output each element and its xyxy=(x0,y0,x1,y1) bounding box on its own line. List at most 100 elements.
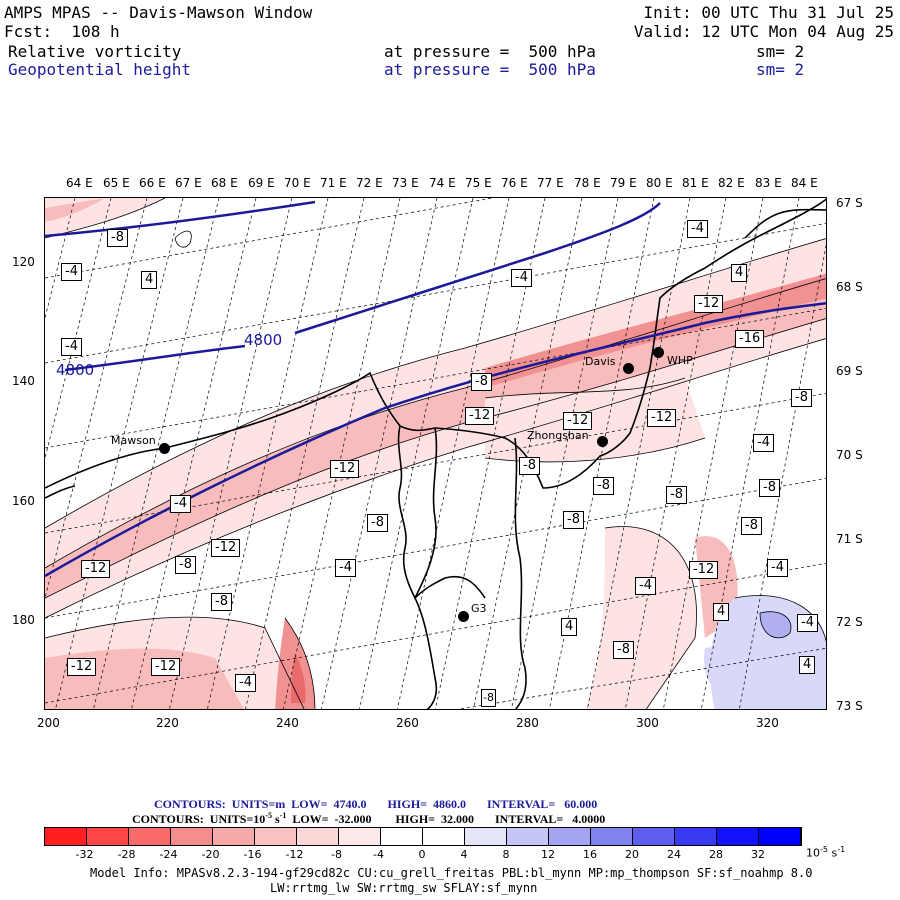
colorbar-label: -20 xyxy=(201,848,220,861)
init-time: Init: 00 UTC Thu 31 Jul 25 xyxy=(643,3,894,22)
lon-label: 76 E xyxy=(501,176,528,190)
lon-label: 67 E xyxy=(175,176,202,190)
station-label-g3: G3 xyxy=(471,602,487,615)
x-tick: 240 xyxy=(276,716,299,730)
vorticity-label: -16 xyxy=(735,330,765,348)
colorbar-label: 20 xyxy=(625,848,639,861)
vorticity-label: -4 xyxy=(753,434,774,452)
vorticity-label: -4 xyxy=(170,495,191,513)
vorticity-label: -12 xyxy=(211,539,241,557)
vorticity-label: -8 xyxy=(613,641,634,659)
vorticity-label: -12 xyxy=(647,409,677,427)
map-plot[interactable]: 4800 4800 -8 -4 4 -4 -4 -4 4 -12 -16 -8 … xyxy=(44,197,827,710)
colorbar-swatch xyxy=(87,828,129,845)
colorbar-label: -16 xyxy=(243,848,262,861)
contour-info-exponent: -5 xyxy=(265,811,272,820)
colorbar-swatch xyxy=(759,828,801,845)
colorbar-label: 4 xyxy=(460,848,468,861)
x-tick: 320 xyxy=(756,716,779,730)
colorbar-label: 0 xyxy=(418,848,426,861)
field2-name: Geopotential height xyxy=(8,60,192,79)
height-contour-info: CONTOURS: UNITS=m LOW= 4740.0 HIGH= 4860… xyxy=(154,797,598,811)
colorbar-label: -32 xyxy=(75,848,94,861)
vorticity-label: -8 xyxy=(666,486,687,504)
vorticity-label: -4 xyxy=(767,559,788,577)
lon-label: 70 E xyxy=(284,176,311,190)
vorticity-label: -8 xyxy=(367,514,388,532)
vorticity-label: -12 xyxy=(689,561,719,579)
vorticity-label: -8 xyxy=(107,229,128,247)
height-label-4800: 4800 xyxy=(244,331,283,349)
vorticity-label: 4 xyxy=(561,618,578,636)
contour-info-part: CONTOURS: UNITS=10 xyxy=(132,812,266,826)
vorticity-label: -4 xyxy=(335,559,356,577)
vorticity-label: 4 xyxy=(799,656,816,674)
colorbar-units-exponent: -5 xyxy=(820,845,828,854)
contour-info-part: LOW= -32.000 HIGH= 32.000 INTERVAL= 4.00… xyxy=(286,812,606,826)
station-marker-zhongshan[interactable] xyxy=(597,436,608,447)
y-tick: 160 xyxy=(12,494,35,508)
station-marker-g3[interactable] xyxy=(458,611,469,622)
field2-smooth: sm= 2 xyxy=(756,60,805,79)
vorticity-label: -12 xyxy=(151,658,181,676)
colorbar-swatch xyxy=(171,828,213,845)
colorbar-swatch xyxy=(549,828,591,845)
vorticity-label: -4 xyxy=(687,220,708,238)
vorticity-label: -8 xyxy=(471,373,492,391)
vorticity-label: -8 xyxy=(791,389,812,407)
vorticity-label: -4 xyxy=(61,263,82,281)
colorbar-units: 10-5 s-1 xyxy=(806,845,845,860)
lon-label: 65 E xyxy=(103,176,130,190)
vorticity-label: -4 xyxy=(511,269,532,287)
lon-label: 81 E xyxy=(682,176,709,190)
y-tick: 120 xyxy=(12,255,35,269)
vorticity-label: -8 xyxy=(759,479,780,497)
colorbar-units-part: 10 xyxy=(806,846,820,860)
colorbar-swatch xyxy=(465,828,507,845)
field2-level: at pressure = 500 hPa xyxy=(384,60,596,79)
vorticity-label: -4 xyxy=(635,577,656,595)
colorbar-swatch xyxy=(255,828,297,845)
y-tick: 180 xyxy=(12,613,35,627)
lat-label: 73 S xyxy=(836,699,863,713)
field1-name: Relative vorticity xyxy=(8,42,182,61)
model-info-line2: LW:rrtmg_lw SW:rrtmg_sw SFLAY:sf_mynn xyxy=(270,881,538,895)
lon-label: 82 E xyxy=(718,176,745,190)
colorbar-swatch xyxy=(381,828,423,845)
colorbar-label: 16 xyxy=(583,848,597,861)
colorbar-units-exponent: -1 xyxy=(837,845,846,854)
station-label-mawson: Mawson xyxy=(111,434,156,447)
vorticity-label: 4 xyxy=(713,603,730,621)
station-marker-davis[interactable] xyxy=(623,363,634,374)
lon-label: 69 E xyxy=(248,176,275,190)
colorbar-label: -4 xyxy=(373,848,384,861)
valid-time: Valid: 12 UTC Mon 04 Aug 25 xyxy=(633,22,894,41)
vorticity-label: 4 xyxy=(141,271,158,289)
station-marker-whp[interactable] xyxy=(653,347,664,358)
vorticity-label: -8 xyxy=(593,477,614,495)
colorbar-swatch xyxy=(45,828,87,845)
vorticity-label: -4 xyxy=(235,674,256,692)
colorbar-swatch xyxy=(129,828,171,845)
lon-label: 79 E xyxy=(610,176,637,190)
colorbar-swatch xyxy=(339,828,381,845)
colorbar-label: -28 xyxy=(117,848,136,861)
colorbar-label: 8 xyxy=(502,848,510,861)
colorbar-units-part: s xyxy=(827,846,838,860)
vorticity-label: -8 xyxy=(211,593,232,611)
colorbar xyxy=(44,827,802,846)
lat-label: 68 S xyxy=(836,280,863,294)
x-tick: 280 xyxy=(516,716,539,730)
colorbar-swatch xyxy=(675,828,717,845)
colorbar-label: -12 xyxy=(285,848,304,861)
field1-smooth: sm= 2 xyxy=(756,42,805,61)
lon-label: 66 E xyxy=(139,176,166,190)
lon-label: 73 E xyxy=(392,176,419,190)
vorticity-label: -4 xyxy=(797,614,818,632)
colorbar-swatch xyxy=(297,828,339,845)
colorbar-swatch xyxy=(591,828,633,845)
field1-level: at pressure = 500 hPa xyxy=(384,42,596,61)
lon-label: 83 E xyxy=(755,176,782,190)
vorticity-label: -12 xyxy=(563,412,593,430)
station-marker-mawson[interactable] xyxy=(159,443,170,454)
